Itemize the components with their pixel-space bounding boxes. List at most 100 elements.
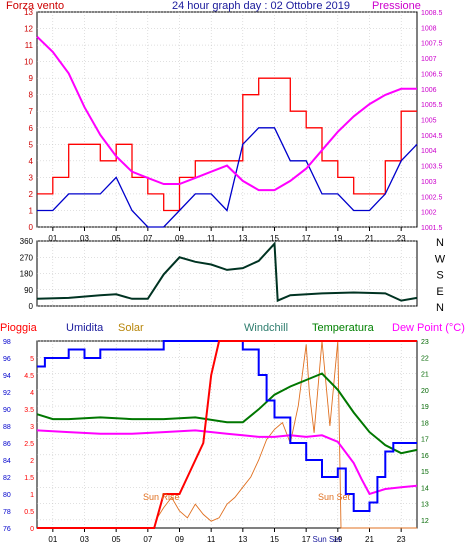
humidity-tick-label: 86 bbox=[3, 441, 11, 448]
temperature-tick-label: 14 bbox=[421, 485, 429, 492]
right-tick-label: 1008.5 bbox=[421, 10, 443, 17]
right-tick-label: 1002 bbox=[421, 210, 437, 217]
x-tick-label: 05 bbox=[112, 234, 121, 243]
wind-gust-series bbox=[37, 127, 418, 228]
left-tick-label: 9 bbox=[29, 74, 34, 83]
x-tick-label: 09 bbox=[175, 234, 184, 243]
series-group bbox=[36, 340, 418, 529]
windchill-series bbox=[36, 372, 418, 455]
windchill-label: Windchill bbox=[244, 322, 288, 334]
x-tick-label: 19 bbox=[333, 234, 342, 243]
right-tick-label: 1006.5 bbox=[421, 71, 443, 78]
right-tick-label: 1004 bbox=[421, 148, 437, 155]
left-tick-label: 12 bbox=[24, 25, 33, 34]
right-tick-label: 1004.5 bbox=[421, 133, 443, 140]
right-tick-label: 1008 bbox=[421, 25, 437, 32]
humidity-tick-label: 92 bbox=[3, 390, 11, 397]
rain-label: Pioggia bbox=[0, 322, 38, 334]
rain-tick-label: 4 bbox=[30, 390, 34, 397]
direction-label: N bbox=[436, 237, 444, 249]
direction-label: E bbox=[436, 286, 443, 298]
x-tick-label: 13 bbox=[238, 234, 247, 243]
temperature-axis-ticks: 12 13 14 15 16 17 18 19 20 21 22 23 bbox=[421, 339, 429, 525]
pressure-series bbox=[36, 35, 417, 192]
humidity-tick-label: 76 bbox=[3, 526, 11, 533]
chart-title: 24 hour graph day : 02 Ottobre 2019 bbox=[172, 0, 350, 12]
x-tick-label: 01 bbox=[48, 535, 57, 544]
right-tick-label: 1001.5 bbox=[421, 225, 443, 232]
left-tick-label: 13 bbox=[24, 8, 33, 17]
x-tick-label: 17 bbox=[302, 234, 311, 243]
x-tick-label: 07 bbox=[143, 234, 152, 243]
dewpoint-label: Dew Point (°C) bbox=[392, 322, 465, 334]
x-tick-label: 19 bbox=[333, 535, 342, 544]
left-axis-ticks: 0 90 180 270 360 bbox=[20, 237, 34, 311]
x-tick-label: 03 bbox=[80, 535, 89, 544]
direction-label: W bbox=[435, 253, 446, 265]
left-tick-label: 2 bbox=[29, 190, 34, 199]
x-axis-ticks: 01 03 05 07 09 11 13 15 17 19 21 23 bbox=[48, 227, 406, 243]
humidity-tick-label: 90 bbox=[3, 407, 11, 414]
rain-tick-label: 2 bbox=[30, 458, 34, 465]
temperature-tick-label: 21 bbox=[421, 372, 429, 379]
x-tick-label: 09 bbox=[175, 535, 184, 544]
x-tick-label: 15 bbox=[270, 234, 279, 243]
series-group bbox=[36, 241, 418, 303]
x-tick-label: 13 bbox=[238, 535, 247, 544]
temperature-tick-label: 12 bbox=[421, 518, 429, 525]
left-tick-label: 4 bbox=[29, 157, 34, 166]
sun-set-tick-label: Sun Set bbox=[313, 535, 342, 544]
temperature-tick-label: 16 bbox=[421, 453, 429, 460]
left-tick-label: 8 bbox=[29, 91, 34, 100]
left-tick-label: 11 bbox=[25, 41, 34, 50]
rain-tick-label: 4.5 bbox=[24, 373, 34, 380]
temperature-tick-label: 23 bbox=[421, 339, 429, 346]
grid bbox=[37, 240, 417, 307]
right-axis-ticks: 1001.5 1002 1002.5 1003 1003.5 1004 1004.5 1005… bbox=[421, 10, 443, 232]
x-tick-label: 01 bbox=[48, 234, 57, 243]
left-tick-label: 5 bbox=[29, 140, 34, 149]
humidity-label: Umidita bbox=[66, 322, 104, 334]
rain-tick-label: 5 bbox=[30, 356, 34, 363]
x-tick-label: 11 bbox=[207, 234, 216, 243]
right-tick-label: 1003 bbox=[421, 179, 437, 186]
solar-series bbox=[37, 340, 417, 529]
series-group bbox=[36, 35, 418, 228]
left-tick-label: 360 bbox=[20, 237, 34, 246]
left-tick-label: 1 bbox=[29, 206, 34, 215]
humidity-tick-label: 84 bbox=[3, 458, 11, 465]
direction-label: N bbox=[436, 302, 444, 314]
left-tick-label: 10 bbox=[24, 58, 33, 67]
humidity-tick-label: 94 bbox=[3, 373, 11, 380]
right-axis-label: Pressione bbox=[372, 0, 421, 12]
left-tick-label: 6 bbox=[29, 124, 34, 133]
rain-tick-label: 1 bbox=[30, 492, 34, 499]
temperature-tick-label: 22 bbox=[421, 355, 429, 362]
rain-tick-label: 0 bbox=[30, 526, 34, 533]
left-tick-label: 90 bbox=[24, 286, 33, 295]
left-tick-label: 180 bbox=[20, 270, 34, 279]
x-tick-label: 23 bbox=[397, 535, 406, 544]
x-tick-label: 05 bbox=[112, 535, 121, 544]
right-tick-label: 1003.5 bbox=[421, 164, 443, 171]
temperature-tick-label: 13 bbox=[421, 502, 429, 509]
humidity-tick-label: 80 bbox=[3, 492, 11, 499]
rain-tick-label: 2.5 bbox=[24, 441, 34, 448]
humidity-tick-label: 98 bbox=[3, 339, 11, 346]
rain-tick-label: 3.5 bbox=[24, 407, 34, 414]
direction-label: S bbox=[436, 270, 443, 282]
temperature-tick-label: 17 bbox=[421, 437, 429, 444]
solar-label: Solar bbox=[118, 322, 144, 334]
left-axis-label: Forza vento bbox=[6, 0, 64, 12]
rain-tick-label: 1.5 bbox=[24, 475, 34, 482]
humidity-axis-ticks: 76 78 80 82 84 86 88 90 92 94 96 98 bbox=[3, 339, 11, 533]
x-tick-label: 21 bbox=[365, 234, 374, 243]
wind-direction-series bbox=[36, 241, 418, 303]
temperature-tick-label: 20 bbox=[421, 388, 429, 395]
